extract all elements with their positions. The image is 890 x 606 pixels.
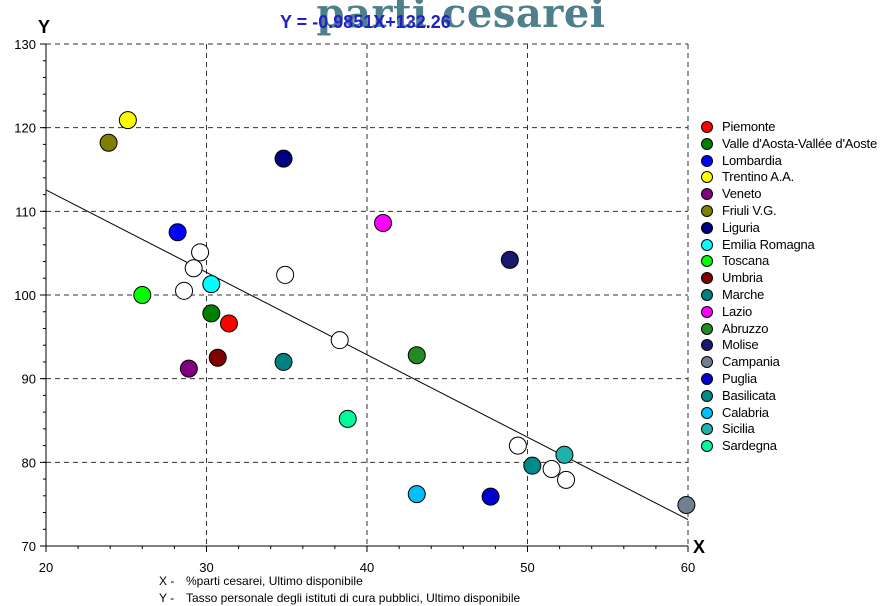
chart-title: parti cesarei <box>316 0 605 37</box>
x-tick-label: 60 <box>681 560 695 575</box>
x-note-text: %parti cesarei, Ultimo disponibile <box>186 574 363 588</box>
point-unlabeled <box>557 470 576 489</box>
point-unlabeled <box>175 281 194 300</box>
ticks: 20 30 40 50 60 70 80 90 100 110 120 130 <box>14 37 695 575</box>
point-liguria <box>274 149 293 168</box>
point-marche <box>274 352 293 371</box>
point-veneto <box>179 359 198 378</box>
point-unlabeled <box>191 243 210 262</box>
point-abruzzo <box>407 346 426 365</box>
point-unlabeled <box>330 331 349 350</box>
x-tick-label: 50 <box>520 560 534 575</box>
point-friuli-v-g <box>99 133 118 152</box>
point-lazio <box>374 214 393 233</box>
y-tick-label: 100 <box>14 288 36 303</box>
regression-equation: Y = -0.9851X+132.26 <box>280 12 451 32</box>
x-tick-label: 30 <box>199 560 213 575</box>
x-axis-title: X <box>693 537 705 557</box>
point-basilicata <box>523 456 542 475</box>
y-axis-title: Y <box>38 17 50 37</box>
point-sardegna <box>338 409 357 428</box>
point-calabria <box>407 485 426 504</box>
point-puglia <box>481 487 500 506</box>
point-unlabeled <box>542 460 561 479</box>
y-note-prefix: Y - <box>159 591 175 605</box>
regression <box>45 189 689 521</box>
y-tick-label: 70 <box>22 539 36 554</box>
y-tick-label: 110 <box>15 204 36 219</box>
point-campania <box>677 496 696 515</box>
point-unlabeled <box>508 436 527 455</box>
regression-line <box>45 189 689 521</box>
data-points <box>99 111 696 515</box>
point-toscana <box>133 286 152 304</box>
point-sicilia <box>555 445 574 464</box>
point-emilia-romagna <box>202 275 221 294</box>
point-umbria <box>208 348 227 367</box>
y-note-text: Tasso personale degli istituti di cura p… <box>186 591 521 605</box>
y-tick-label: 120 <box>14 121 36 136</box>
point-lombardia <box>168 223 187 242</box>
x-tick-label: 40 <box>360 560 374 575</box>
y-tick-label: 80 <box>22 455 36 470</box>
y-tick-label: 90 <box>22 372 36 387</box>
point-unlabeled <box>276 265 295 284</box>
grid <box>46 43 689 546</box>
x-tick-label: 20 <box>39 560 53 575</box>
point-valle-d-aosta-vallee-d-aoste <box>202 304 221 323</box>
x-note-prefix: X - <box>159 574 175 588</box>
point-molise <box>500 250 519 269</box>
point-piemonte <box>219 314 238 333</box>
point-trentino-a-a <box>118 111 137 130</box>
point-unlabeled <box>184 259 203 278</box>
y-tick-label: 130 <box>14 37 36 52</box>
